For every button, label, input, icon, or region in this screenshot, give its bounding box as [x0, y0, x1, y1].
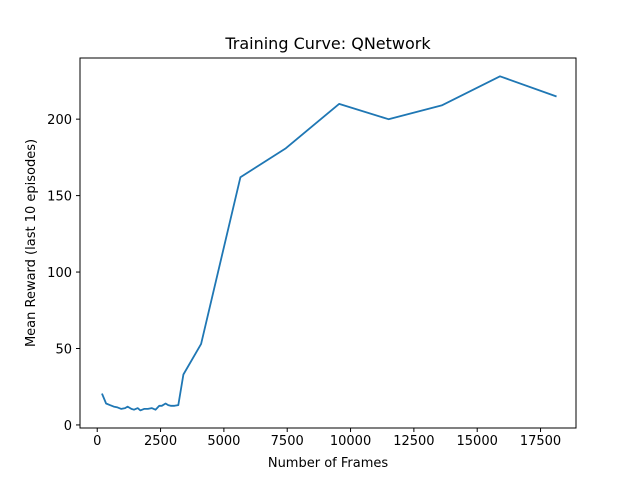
y-tick-label: 150: [47, 190, 72, 205]
y-tick-label: 100: [47, 266, 72, 281]
x-tick-label: 10000: [330, 434, 371, 449]
x-tick-label: 12500: [393, 434, 434, 449]
y-tick-label: 0: [64, 419, 72, 434]
x-axis-label: Number of Frames: [268, 456, 389, 471]
chart-title: Training Curve: QNetwork: [224, 34, 431, 53]
x-tick-label: 5000: [207, 434, 240, 449]
plot-frame: [79, 57, 577, 429]
y-tick-label: 50: [55, 342, 72, 357]
y-axis-label: Mean Reward (last 10 episodes): [24, 139, 39, 347]
x-tick-label: 7500: [271, 434, 304, 449]
y-tick-label: 200: [47, 113, 72, 128]
x-tick-label: 0: [93, 434, 101, 449]
plot-area: 0 2500 5000 7500 10000 12500 15000 17500 0 50 100 1…: [47, 75, 561, 449]
x-tick-label: 2500: [144, 434, 177, 449]
x-tick-label: 17500: [520, 434, 561, 449]
x-tick-label: 15000: [457, 434, 498, 449]
series-line: [101, 75, 557, 412]
